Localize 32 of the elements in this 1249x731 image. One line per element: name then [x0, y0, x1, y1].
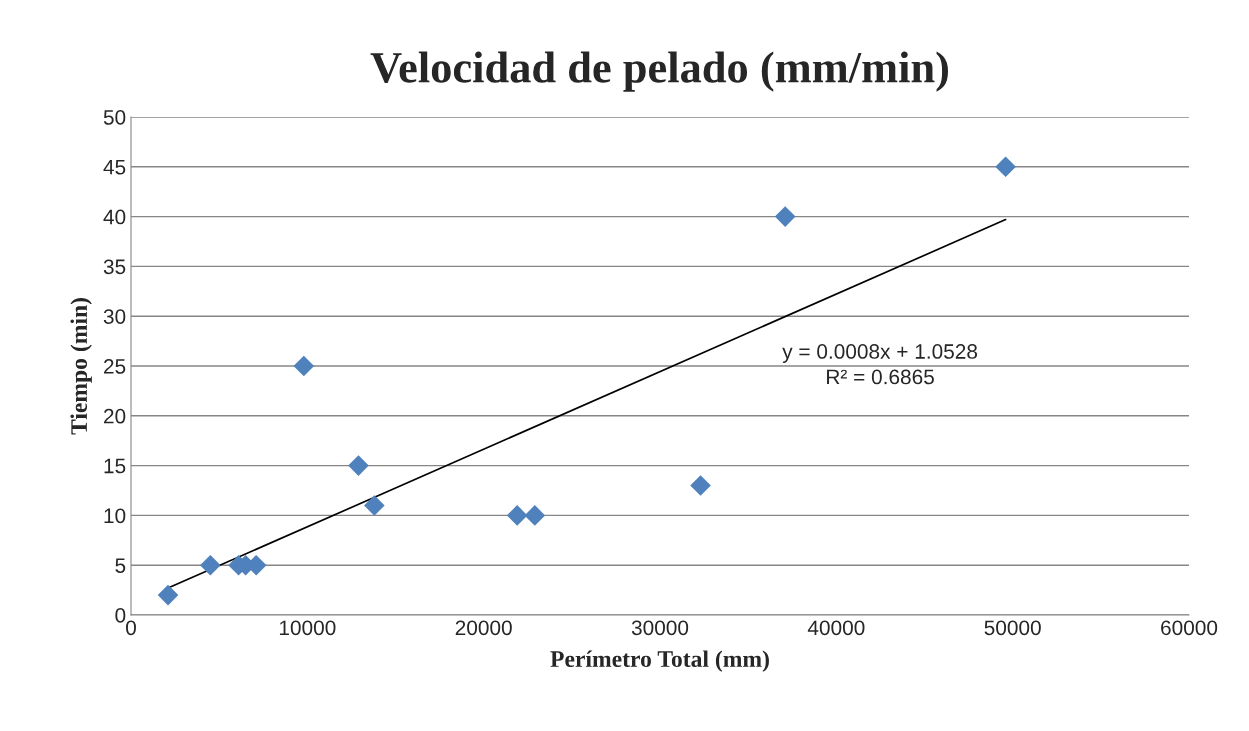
y-axis-title: Tiempo (min) [70, 298, 92, 435]
y-tick-label: 35 [103, 259, 126, 275]
y-tick-label: 40 [103, 209, 126, 225]
x-tick-label: 60000 [1161, 620, 1218, 636]
point [348, 455, 369, 476]
x-tick-label: 30000 [631, 620, 689, 636]
point [524, 505, 546, 526]
x-tick-label: 50000 [984, 620, 1041, 636]
point [293, 355, 315, 377]
y-tick-label: 30 [103, 309, 126, 324]
x-axis-title: Perímetro Total (mm) [550, 650, 769, 672]
y-tick-label: 5 [115, 558, 126, 573]
point [774, 206, 796, 227]
x-tick-label: 10000 [279, 620, 336, 636]
x-tick-label: 20000 [455, 620, 512, 636]
point [364, 495, 385, 516]
y-tick-label: 0 [115, 608, 126, 623]
y-tick-label: 45 [103, 160, 126, 175]
y-tick-label: 25 [104, 359, 126, 374]
x-tick-label: 0 [126, 620, 136, 636]
y-tick-label: 50 [103, 110, 126, 125]
y-tick-label: 20 [104, 408, 126, 424]
point [506, 505, 528, 526]
y-tick-label: 10 [104, 508, 126, 524]
chart-title: Velocidad de pelado (mm/min) [370, 51, 948, 92]
x-tick-label: 40000 [807, 620, 865, 636]
y-tick-label: 15 [104, 458, 126, 474]
point [690, 475, 711, 496]
point [157, 584, 179, 606]
point [200, 554, 221, 576]
annotation: y = 0.0008x + 1.0528 R² = 0.6865 [782, 344, 978, 385]
point [995, 156, 1016, 178]
